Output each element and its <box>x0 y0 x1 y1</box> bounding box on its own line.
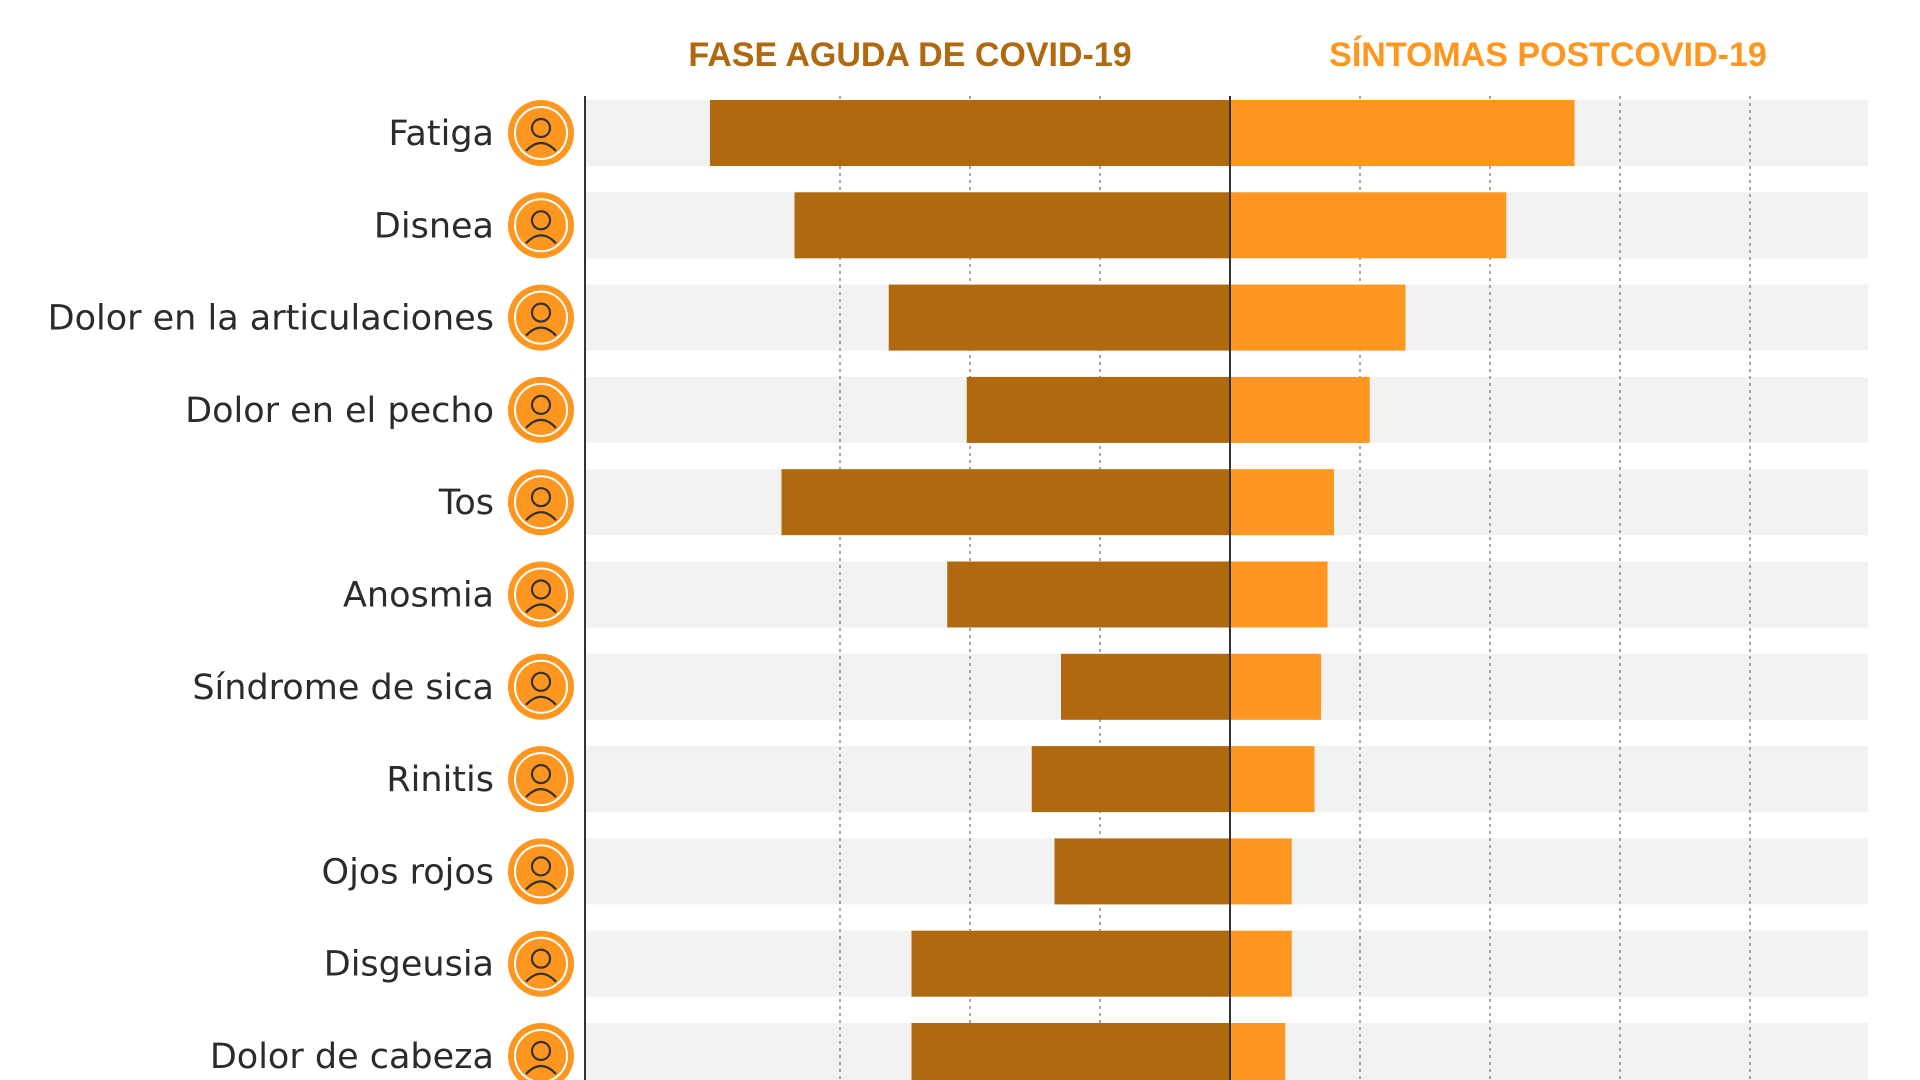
dysgeusia-icon <box>508 930 574 997</box>
category-label: Dolor en la articulaciones <box>48 299 494 339</box>
bar-postcovid <box>1230 838 1292 905</box>
bar-acute <box>794 192 1230 259</box>
bar-postcovid <box>1230 284 1406 351</box>
bar-postcovid <box>1230 1023 1286 1080</box>
red-eyes-icon <box>508 838 574 905</box>
category-label: Fatiga <box>389 114 494 154</box>
chest-pain-icon <box>508 376 574 443</box>
bar-postcovid <box>1230 192 1507 259</box>
bar-acute <box>1061 653 1230 720</box>
bar-acute <box>966 376 1230 443</box>
bar-acute <box>888 284 1230 351</box>
anosmia-icon <box>508 561 574 628</box>
bar-acute <box>1031 746 1230 813</box>
bar-postcovid <box>1230 653 1321 720</box>
category-label: Dolor de cabeza <box>210 1037 494 1077</box>
dyspnea-icon <box>508 192 574 259</box>
bar-acute <box>911 930 1230 997</box>
headache-icon <box>508 1023 574 1080</box>
bar-acute <box>1054 838 1230 905</box>
bar-acute <box>947 561 1230 628</box>
bar-postcovid <box>1230 469 1334 536</box>
bar-postcovid <box>1230 746 1315 813</box>
category-icons <box>508 100 574 1080</box>
cough-icon <box>508 469 574 536</box>
category-label: Ojos rojos <box>322 852 494 892</box>
category-label: Disgeusia <box>324 945 494 985</box>
bar-postcovid <box>1230 930 1292 997</box>
axes <box>584 96 1231 1080</box>
bar-acute <box>781 469 1230 536</box>
joint-pain-icon <box>508 284 574 351</box>
bar-postcovid <box>1230 561 1328 628</box>
category-label: Anosmia <box>343 576 494 616</box>
category-label: Disnea <box>374 206 494 246</box>
bar-acute <box>710 100 1230 166</box>
dry-eye-icon <box>508 653 574 720</box>
fatigue-icon <box>508 100 574 166</box>
bar-postcovid <box>1230 376 1370 443</box>
bar-postcovid <box>1230 100 1575 166</box>
category-label: Rinitis <box>386 760 494 800</box>
category-label: Síndrome de sica <box>192 668 494 708</box>
category-labels: Fatiga Disnea Dolor en la articulaciones Do… <box>48 114 494 1077</box>
category-label: Dolor en el pecho <box>185 391 494 431</box>
rhinitis-icon <box>508 746 574 813</box>
category-label: Tos <box>438 483 494 523</box>
column-title-acute: FASE AGUDA DE COVID-19 <box>688 36 1131 74</box>
bar-acute <box>911 1023 1230 1080</box>
column-title-postcovid: SÍNTOMAS POSTCOVID-19 <box>1329 36 1767 74</box>
bars <box>710 100 1575 1080</box>
